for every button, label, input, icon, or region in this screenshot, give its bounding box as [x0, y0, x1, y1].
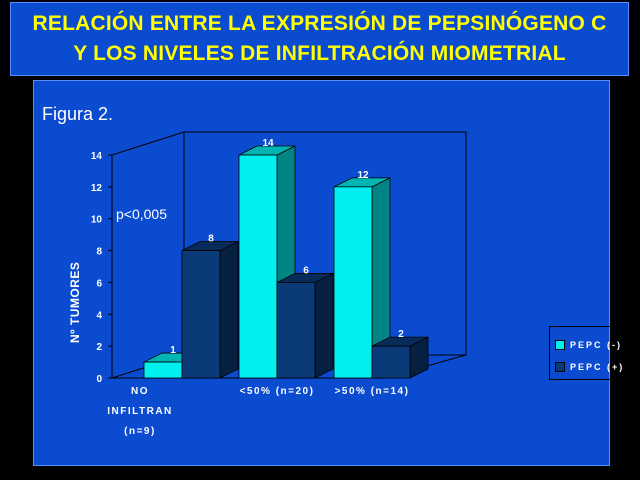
data-label-pepc-pos-gt-50: 2	[398, 329, 404, 340]
x-category-label-no-infiltran: (n=9)	[124, 426, 156, 437]
chart-panel: 0 2 4 6 8 10 12 14 1 8 NO INFILTRAN (n=9) 14 6 <50% (n=…	[33, 80, 639, 466]
title-line-1: RELACIÓN ENTRE LA EXPRESIÓN DE PEPSINÓGE…	[32, 12, 607, 35]
bar-pepc-neg-no-infiltran-front	[143, 361, 183, 379]
data-label-pepc-neg-lt-50: 14	[262, 138, 274, 149]
bar-pepc-pos-gt-50-front	[371, 345, 411, 379]
bar-pepc-neg-gt-50	[333, 177, 391, 379]
bar-pepc-pos-gt-50	[371, 336, 429, 379]
bar-pepc-pos-no-infiltran-front	[181, 250, 221, 379]
y-tick-label: 8	[96, 247, 102, 258]
x-category-label-no-infiltran: INFILTRAN	[107, 406, 173, 417]
bar-chart: 0 2 4 6 8 10 12 14 1 8 NO INFILTRAN (n=9) 14 6 <50% (n=…	[42, 104, 467, 437]
bar-pepc-neg-gt-50-front	[333, 186, 373, 379]
x-category-label-no-infiltran: NO	[131, 386, 149, 397]
bar-pepc-pos-lt-50-front	[276, 282, 316, 379]
title-line-2: Y LOS NIVELES DE INFILTRACIÓN MIOMETRIAL	[73, 42, 566, 65]
data-label-pepc-neg-no-infiltran: 1	[170, 345, 176, 356]
bar-pepc-pos-lt-50-side	[314, 272, 334, 379]
bar-pepc-neg-lt-50-front	[238, 154, 278, 379]
y-axis-label: Nº TUMORES	[68, 262, 82, 343]
title-banner: RELACIÓN ENTRE LA EXPRESIÓN DE PEPSINÓGE…	[10, 2, 629, 76]
data-label-pepc-neg-gt-50: 12	[357, 170, 369, 181]
y-tick-label: 14	[91, 151, 103, 162]
bar-pepc-pos-no-infiltran	[181, 240, 239, 379]
y-tick-label: 6	[96, 278, 102, 289]
data-label-pepc-pos-lt-50: 6	[303, 265, 309, 276]
legend-item-pepc-pos: PEPC (+)	[555, 361, 624, 373]
x-category-label-lt-50: <50% (n=20)	[240, 386, 315, 397]
legend: PEPC (-) PEPC (+)	[549, 326, 639, 380]
legend-label-pepc-pos: PEPC (+)	[570, 362, 625, 372]
legend-label-pepc-neg: PEPC (-)	[570, 340, 622, 350]
x-category-label-gt-50: >50% (n=14)	[335, 386, 410, 397]
y-tick-label: 10	[91, 215, 103, 226]
p-value-annotation: p<0,005	[116, 206, 167, 222]
legend-item-pepc-neg: PEPC (-)	[555, 339, 622, 351]
figure-label: Figura 2.	[42, 104, 113, 124]
legend-swatch-pepc-neg	[555, 340, 565, 350]
y-tick-label: 2	[96, 342, 102, 353]
y-tick-label: 12	[91, 183, 103, 194]
data-label-pepc-pos-no-infiltran: 8	[208, 234, 214, 245]
y-tick-label: 4	[96, 310, 102, 321]
bar-pepc-pos-lt-50	[276, 272, 334, 379]
legend-swatch-pepc-pos	[555, 362, 565, 372]
bar-pepc-pos-no-infiltran-side	[219, 240, 239, 379]
y-tick-label: 0	[96, 374, 102, 385]
